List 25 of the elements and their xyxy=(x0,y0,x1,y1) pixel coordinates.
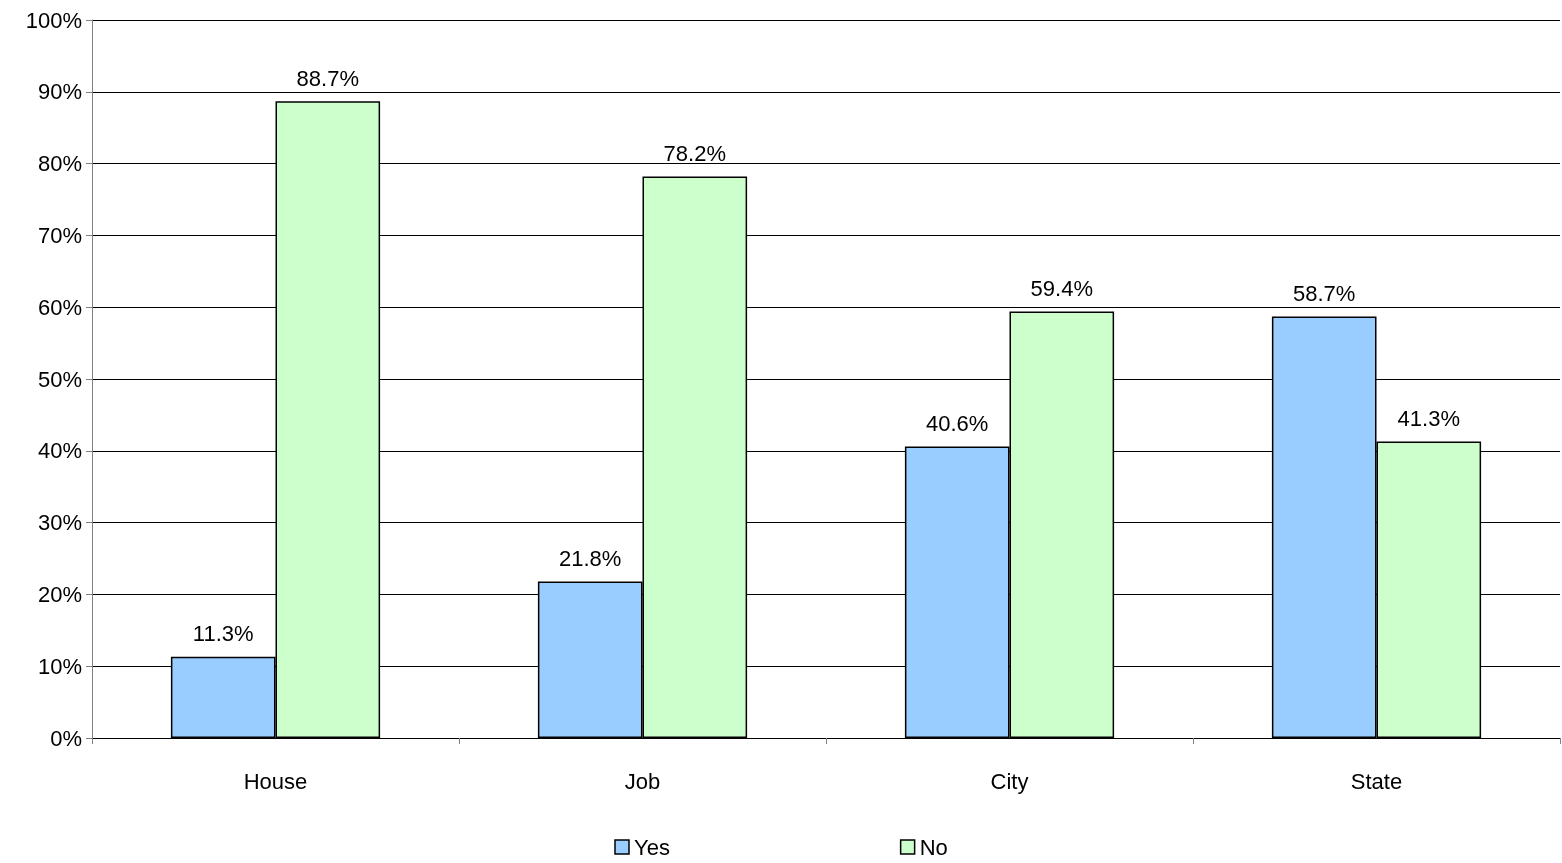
data-label: 59.4% xyxy=(1030,276,1093,302)
x-tick-label: House xyxy=(243,768,308,794)
legend-label: Yes xyxy=(633,834,670,860)
y-tick-label: 30% xyxy=(37,510,82,536)
data-label: 40.6% xyxy=(926,410,989,436)
data-label: 88.7% xyxy=(296,65,359,91)
y-tick-label: 20% xyxy=(37,581,82,607)
x-tick-label: Job xyxy=(624,768,661,794)
y-tick-label: 100% xyxy=(25,7,82,33)
y-tick-label: 90% xyxy=(37,79,82,105)
data-label: 78.2% xyxy=(663,141,726,167)
y-tick-label: 40% xyxy=(37,438,82,464)
y-tick-label: 70% xyxy=(37,222,82,248)
y-tick-label: 10% xyxy=(37,653,82,679)
x-tick-label: State xyxy=(1350,768,1403,794)
y-tick-label: 60% xyxy=(37,294,82,320)
y-tick-label: 0% xyxy=(50,725,82,751)
data-label: 41.3% xyxy=(1397,405,1460,431)
y-tick-label: 50% xyxy=(37,366,82,392)
data-label: 58.7% xyxy=(1293,281,1356,307)
data-label: 21.8% xyxy=(559,545,622,571)
data-label: 11.3% xyxy=(192,621,254,647)
y-tick-label: 80% xyxy=(37,151,82,177)
x-tick-label: City xyxy=(990,768,1029,794)
legend-label: No xyxy=(919,834,948,860)
